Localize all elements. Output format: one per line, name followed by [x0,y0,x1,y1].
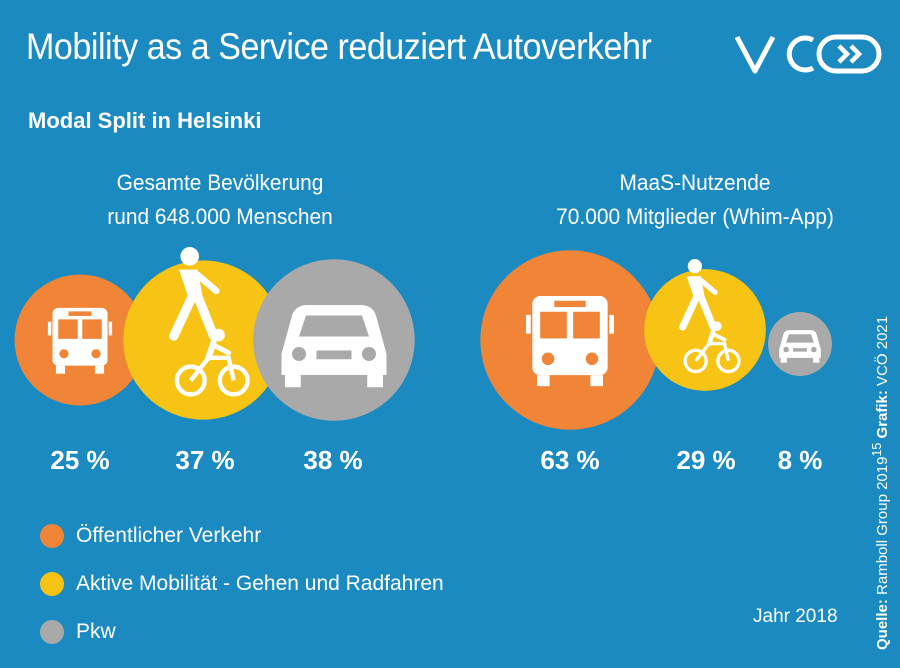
bubble-chart [14,247,832,430]
source-label: Quelle: [874,599,891,650]
percent-label: 38 % [303,445,363,475]
credit-label: Grafik: [874,390,891,439]
legend-label: Öffentlicher Verkehr [76,524,262,547]
year-label: Jahr 2018 [753,606,838,627]
bus-icon [526,296,614,387]
legend: Öffentlicher Verkehr Aktive Mobilität - … [40,512,444,656]
car-icon [281,305,387,388]
legend-label: Aktive Mobilität - Gehen und Radfahren [76,572,444,595]
walk-bike-icon [679,259,741,374]
group-title: Gesamte Bevölkerung [116,170,324,195]
legend-item: Öffentlicher Verkehr [40,512,444,560]
bus-icon [47,307,113,374]
percent-label: 8 % [777,445,823,475]
source-text: Ramboll Group 2019 [874,456,891,595]
car-icon [779,330,821,363]
chart-subtitle: Modal Split in Helsinki [28,108,262,133]
legend-item: Pkw [40,608,444,656]
bubble-walk-bike [644,269,766,391]
legend-item: Aktive Mobilität - Gehen und Radfahren [40,560,444,608]
percent-label: 37 % [175,445,235,475]
bubble-walk-bike [123,260,283,420]
percent-label: 63 % [540,445,600,475]
group-header-maas: MaaS-Nutzende 70.000 Mitglieder (Whim-Ap… [543,166,847,234]
walk-bike-icon [169,247,250,397]
group-subtitle: 70.000 Mitglieder (Whim-App) [556,204,834,229]
source-footnote: 15 [870,442,884,457]
group-header-total: Gesamte Bevölkerung rund 648.000 Mensche… [68,166,372,234]
page-title: Mobility as a Service reduziert Autoverk… [26,26,652,67]
legend-swatch [40,524,64,548]
source-note: Quelle: Ramboll Group 201915 Grafik: VCÖ… [870,316,891,650]
group-subtitle: rund 648.000 Menschen [107,204,333,229]
credit-text: VCÖ 2021 [874,315,891,386]
legend-label: Pkw [76,620,116,643]
legend-swatch [40,620,64,644]
percent-label: 29 % [676,445,736,475]
percent-label: 25 % [50,445,110,475]
group-title: MaaS-Nutzende [619,170,771,195]
vco-logo [735,34,882,74]
legend-swatch [40,572,64,596]
